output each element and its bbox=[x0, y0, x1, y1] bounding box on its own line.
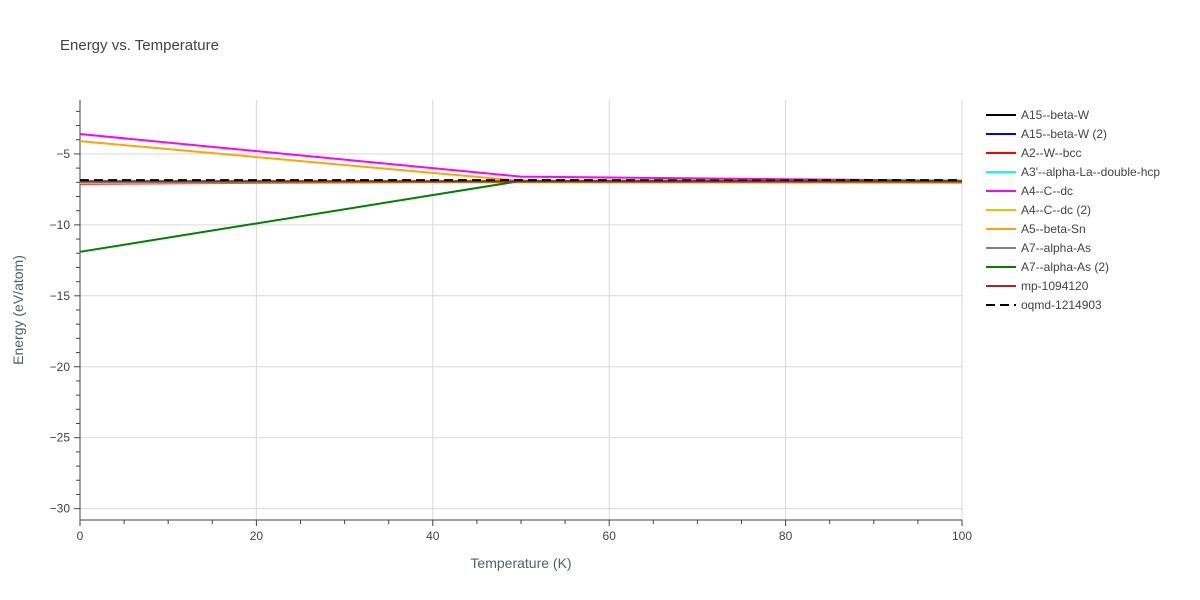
y-tick-label: −20 bbox=[50, 360, 71, 374]
plot-area: 0 20 40 60 80 100 −30 −25 −20 −15 −10 −5 bbox=[50, 100, 972, 543]
x-tick-label: 0 bbox=[77, 529, 84, 543]
series-line-a4-c-dc bbox=[79, 133, 963, 182]
legend-label: A2--W--bcc bbox=[1021, 146, 1081, 160]
legend-label: A3'--alpha-La--double-hcp bbox=[1021, 165, 1160, 179]
y-tick-label: −15 bbox=[50, 289, 71, 303]
legend-label: A4--C--dc (2) bbox=[1021, 203, 1091, 217]
legend-label: A5--beta-Sn bbox=[1021, 222, 1086, 236]
x-tick-label: 80 bbox=[779, 529, 793, 543]
y-tick-label: −25 bbox=[50, 431, 71, 445]
legend-label: mp-1094120 bbox=[1021, 279, 1089, 293]
legend-label: A15--beta-W bbox=[1021, 108, 1090, 122]
y-tick-label: −10 bbox=[50, 218, 71, 232]
x-tick-label: 20 bbox=[250, 529, 264, 543]
legend-label: A7--alpha-As (2) bbox=[1021, 260, 1109, 274]
y-axis-label: Energy (eV/atom) bbox=[10, 255, 26, 365]
legend-label: A7--alpha-As bbox=[1021, 241, 1091, 255]
legend: A15--beta-W A15--beta-W (2) A2--W--bcc A3'-… bbox=[986, 108, 1160, 312]
y-tick-label: −5 bbox=[56, 147, 70, 161]
chart-title: Energy vs. Temperature bbox=[60, 37, 219, 54]
legend-label: oqmd-1214903 bbox=[1021, 298, 1102, 312]
legend-label: A4--C--dc bbox=[1021, 184, 1073, 198]
series-line-a7-alpha-as-2- bbox=[79, 179, 962, 253]
x-tick-label: 60 bbox=[603, 529, 617, 543]
legend-label: A15--beta-W (2) bbox=[1021, 127, 1107, 141]
y-tick-label: −30 bbox=[50, 502, 71, 516]
x-tick-label: 100 bbox=[952, 529, 972, 543]
x-tick-label: 40 bbox=[426, 529, 440, 543]
x-axis-label: Temperature (K) bbox=[470, 555, 571, 571]
